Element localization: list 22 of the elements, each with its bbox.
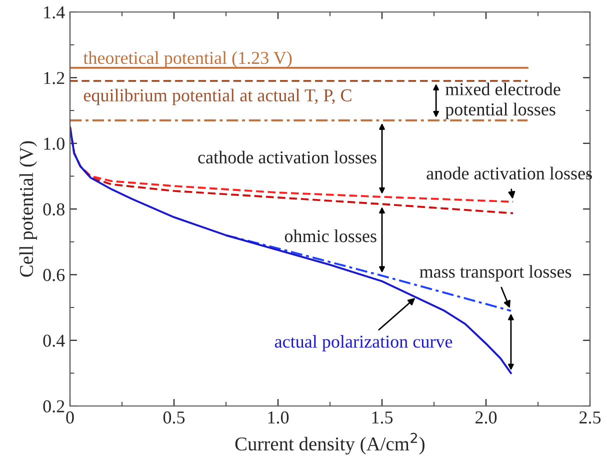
x-tick-label: 2.0: [476, 411, 497, 424]
x-tick-label: 0.5: [163, 411, 185, 424]
annotation: actual polarization curve: [274, 335, 452, 352]
x-tick-label: 0: [66, 411, 74, 424]
annotation: cathode activation losses: [198, 150, 376, 164]
x-axis-title: Current density (A/cm$^{2}$): [235, 432, 424, 455]
annotation: theoretical potential (1.23 V): [83, 51, 292, 68]
x-tick-label: 1.5: [372, 411, 393, 424]
annotation: mass transport losses: [420, 265, 572, 282]
y-tick-label: 1.4: [44, 6, 65, 19]
y-axis-title: Cell potential (V): [19, 141, 38, 277]
y-tick-label: 0.8: [43, 203, 64, 216]
y-tick-label: 1.0: [44, 138, 64, 150]
y-tick-label: 0.2: [43, 400, 64, 413]
y-tick-label: 1.2: [44, 72, 64, 84]
y-tick-label: 0.6: [43, 268, 65, 282]
annotation: ohmic losses: [284, 230, 376, 242]
x-tick-label: 1.0: [268, 411, 289, 424]
annotation: equilibrium potential at actual T, P, C: [84, 88, 352, 106]
x-tick-label: 2.5: [580, 411, 601, 424]
y-tick-label: 0.4: [43, 334, 65, 347]
annotation: mixed electrode potential losses: [445, 82, 560, 120]
